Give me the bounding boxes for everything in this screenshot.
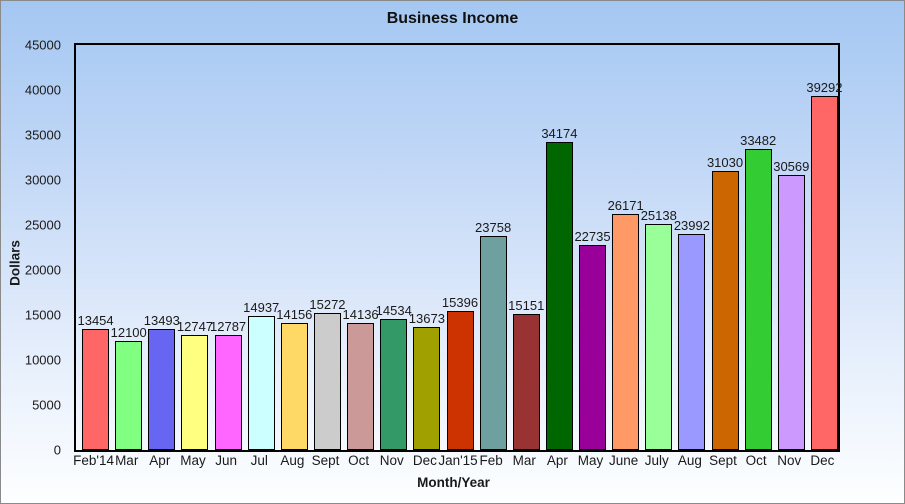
x-axis-tick-labels: Feb'14 Mar Apr May Jun Jul Aug Sept Oct Nov Dec Jan… (73, 453, 836, 471)
bar-value-label: 39292 (806, 80, 843, 95)
x-tick-label: July (644, 453, 669, 468)
bar (777, 175, 805, 450)
bar-value-label: 15272 (309, 297, 346, 312)
bar (115, 341, 143, 450)
bar-value-label: 15151 (508, 298, 545, 313)
bar (148, 329, 176, 450)
x-axis-title: Month/Year (417, 475, 490, 490)
bar-value-label: 13493 (143, 313, 180, 328)
bar (711, 171, 739, 450)
bar (347, 323, 375, 450)
y-tick-label: 35000 (24, 127, 61, 143)
x-tick-label: Sept (709, 453, 737, 468)
bar-value-label: 13454 (77, 313, 114, 328)
y-tick-label: 45000 (24, 37, 61, 53)
y-tick-label: 40000 (24, 82, 61, 98)
bar (479, 236, 507, 450)
bar (280, 323, 308, 450)
bar-value-label: 34174 (541, 126, 578, 141)
chart-title: Business Income (386, 10, 519, 27)
y-axis-tick-labels: 0 5000 10000 15000 20000 25000 30000 35000 40000… (1, 38, 67, 458)
bar-value-label: 23758 (475, 220, 512, 235)
bar-value-label: 30569 (773, 159, 810, 174)
x-tick-label: Nov (777, 453, 802, 468)
bar-value-label: 12747 (176, 319, 214, 334)
bar (810, 96, 838, 450)
x-tick-label: Aug (677, 453, 702, 468)
x-tick-label: May (180, 453, 206, 468)
bar-value-label: 31030 (706, 155, 744, 170)
y-tick-label: 25000 (24, 217, 61, 233)
bar (82, 329, 110, 450)
x-tick-label: Jul (250, 453, 268, 468)
x-tick-label: Jan'15 (438, 453, 478, 468)
bar (413, 327, 441, 450)
bar (380, 319, 408, 450)
bar (247, 316, 275, 450)
x-tick-label: Dec (412, 453, 437, 468)
bar-value-label: 22735 (574, 229, 611, 244)
y-tick-label: 20000 (24, 262, 61, 278)
x-tick-label: Mar (115, 453, 139, 468)
x-tick-label: Aug (280, 453, 305, 468)
bar-value-label: 14156 (276, 307, 313, 322)
bar-value-label: 12787 (210, 319, 247, 334)
y-tick-label: 10000 (24, 352, 61, 368)
bar-value-label: 13673 (408, 311, 445, 326)
x-tick-label: Apr (149, 453, 171, 468)
bar-value-label: 25138 (640, 208, 677, 223)
bar-value-label: 14937 (243, 300, 280, 315)
bar (579, 245, 607, 450)
x-tick-label: Oct (745, 453, 767, 468)
bar-value-label: 33482 (740, 133, 777, 148)
x-tick-label: Feb'14 (73, 453, 114, 468)
bar (744, 149, 772, 450)
x-tick-label: Dec (810, 453, 835, 468)
x-tick-label: Feb (479, 453, 503, 468)
bar (181, 335, 209, 450)
bar (313, 313, 341, 450)
x-tick-label: June (609, 453, 639, 468)
x-tick-label: Jun (215, 453, 237, 468)
bar (446, 311, 474, 450)
y-tick-label: 15000 (24, 307, 61, 323)
bar (512, 314, 540, 450)
bar-value-label: 12100 (110, 325, 147, 340)
x-tick-label: Mar (512, 453, 536, 468)
x-tick-label: May (577, 453, 604, 468)
x-tick-label: Apr (546, 453, 568, 468)
y-tick-label: 30000 (24, 172, 61, 188)
x-tick-label: Oct (348, 453, 370, 468)
bar-value-label: 15396 (441, 295, 479, 310)
bar (214, 335, 242, 450)
bar-value-label: 26171 (607, 198, 644, 213)
bar (612, 214, 640, 450)
bar (545, 142, 573, 450)
x-tick-label: Nov (379, 453, 404, 468)
y-tick-label: 5000 (32, 397, 61, 413)
bar-value-label: 14534 (375, 303, 412, 318)
bar (645, 224, 673, 450)
x-tick-label: Sept (311, 453, 340, 468)
y-tick-label: 0 (53, 442, 61, 458)
bar (678, 234, 706, 450)
bar-value-label: 23992 (673, 218, 710, 233)
bar-value-label: 14136 (342, 307, 379, 322)
plot-area: 13454 12100 13493 12747 12787 14937 14156 15272… (74, 43, 843, 452)
